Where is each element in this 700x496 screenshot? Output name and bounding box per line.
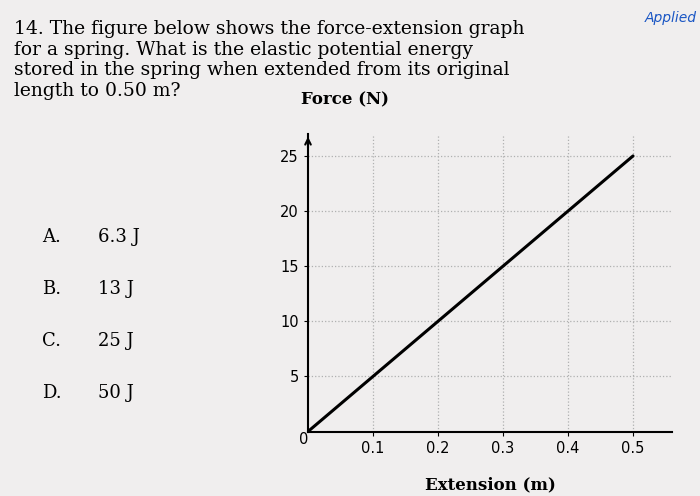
Text: Extension (m): Extension (m) — [425, 476, 555, 493]
Text: D.: D. — [42, 384, 62, 402]
Text: Force (N): Force (N) — [301, 92, 389, 109]
Text: Applied: Applied — [645, 11, 696, 25]
Text: A.: A. — [42, 228, 61, 246]
Text: 50 J: 50 J — [98, 384, 134, 402]
Text: 0: 0 — [299, 432, 308, 446]
Text: 14. The figure below shows the force-extension graph
for a spring. What is the e: 14. The figure below shows the force-ext… — [14, 20, 524, 100]
Text: 25 J: 25 J — [98, 332, 134, 350]
Text: C.: C. — [42, 332, 61, 350]
Text: 13 J: 13 J — [98, 280, 134, 298]
Text: 6.3 J: 6.3 J — [98, 228, 140, 246]
Text: B.: B. — [42, 280, 61, 298]
